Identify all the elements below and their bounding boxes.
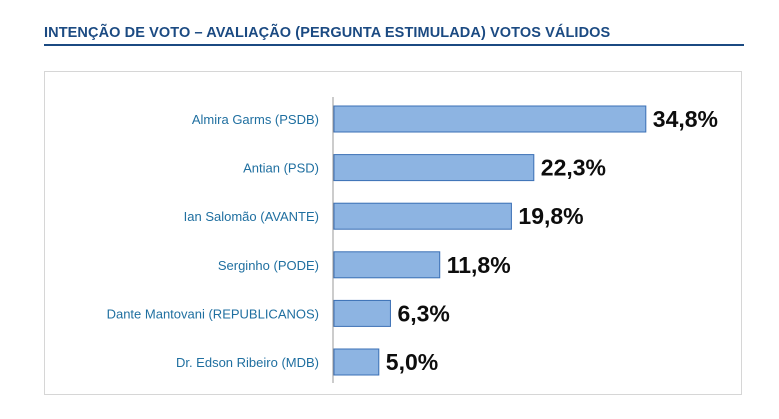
bar	[333, 202, 512, 230]
data-label: 6,3%	[397, 300, 449, 326]
data-label: 22,3%	[541, 155, 606, 181]
bar	[333, 105, 647, 133]
category-label: Antian (PSD)	[243, 161, 319, 176]
category-label: Dr. Edson Ribeiro (MDB)	[176, 355, 319, 370]
chart-title: INTENÇÃO DE VOTO – AVALIAÇÃO (PERGUNTA E…	[44, 25, 611, 41]
data-label: 34,8%	[653, 106, 718, 132]
category-label: Ian Salomão (AVANTE)	[184, 209, 319, 224]
data-label: 11,8%	[447, 252, 511, 278]
bar	[333, 154, 535, 182]
data-label: 5,0%	[386, 349, 438, 375]
bar	[333, 299, 391, 327]
title-underline	[44, 44, 744, 46]
category-label: Dante Mantovani (REPUBLICANOS)	[107, 306, 319, 321]
data-label: 19,8%	[518, 203, 583, 229]
category-label: Serginho (PODE)	[218, 258, 319, 273]
bar	[333, 348, 380, 376]
bar	[333, 251, 441, 279]
category-label: Almira Garms (PSDB)	[192, 112, 319, 127]
